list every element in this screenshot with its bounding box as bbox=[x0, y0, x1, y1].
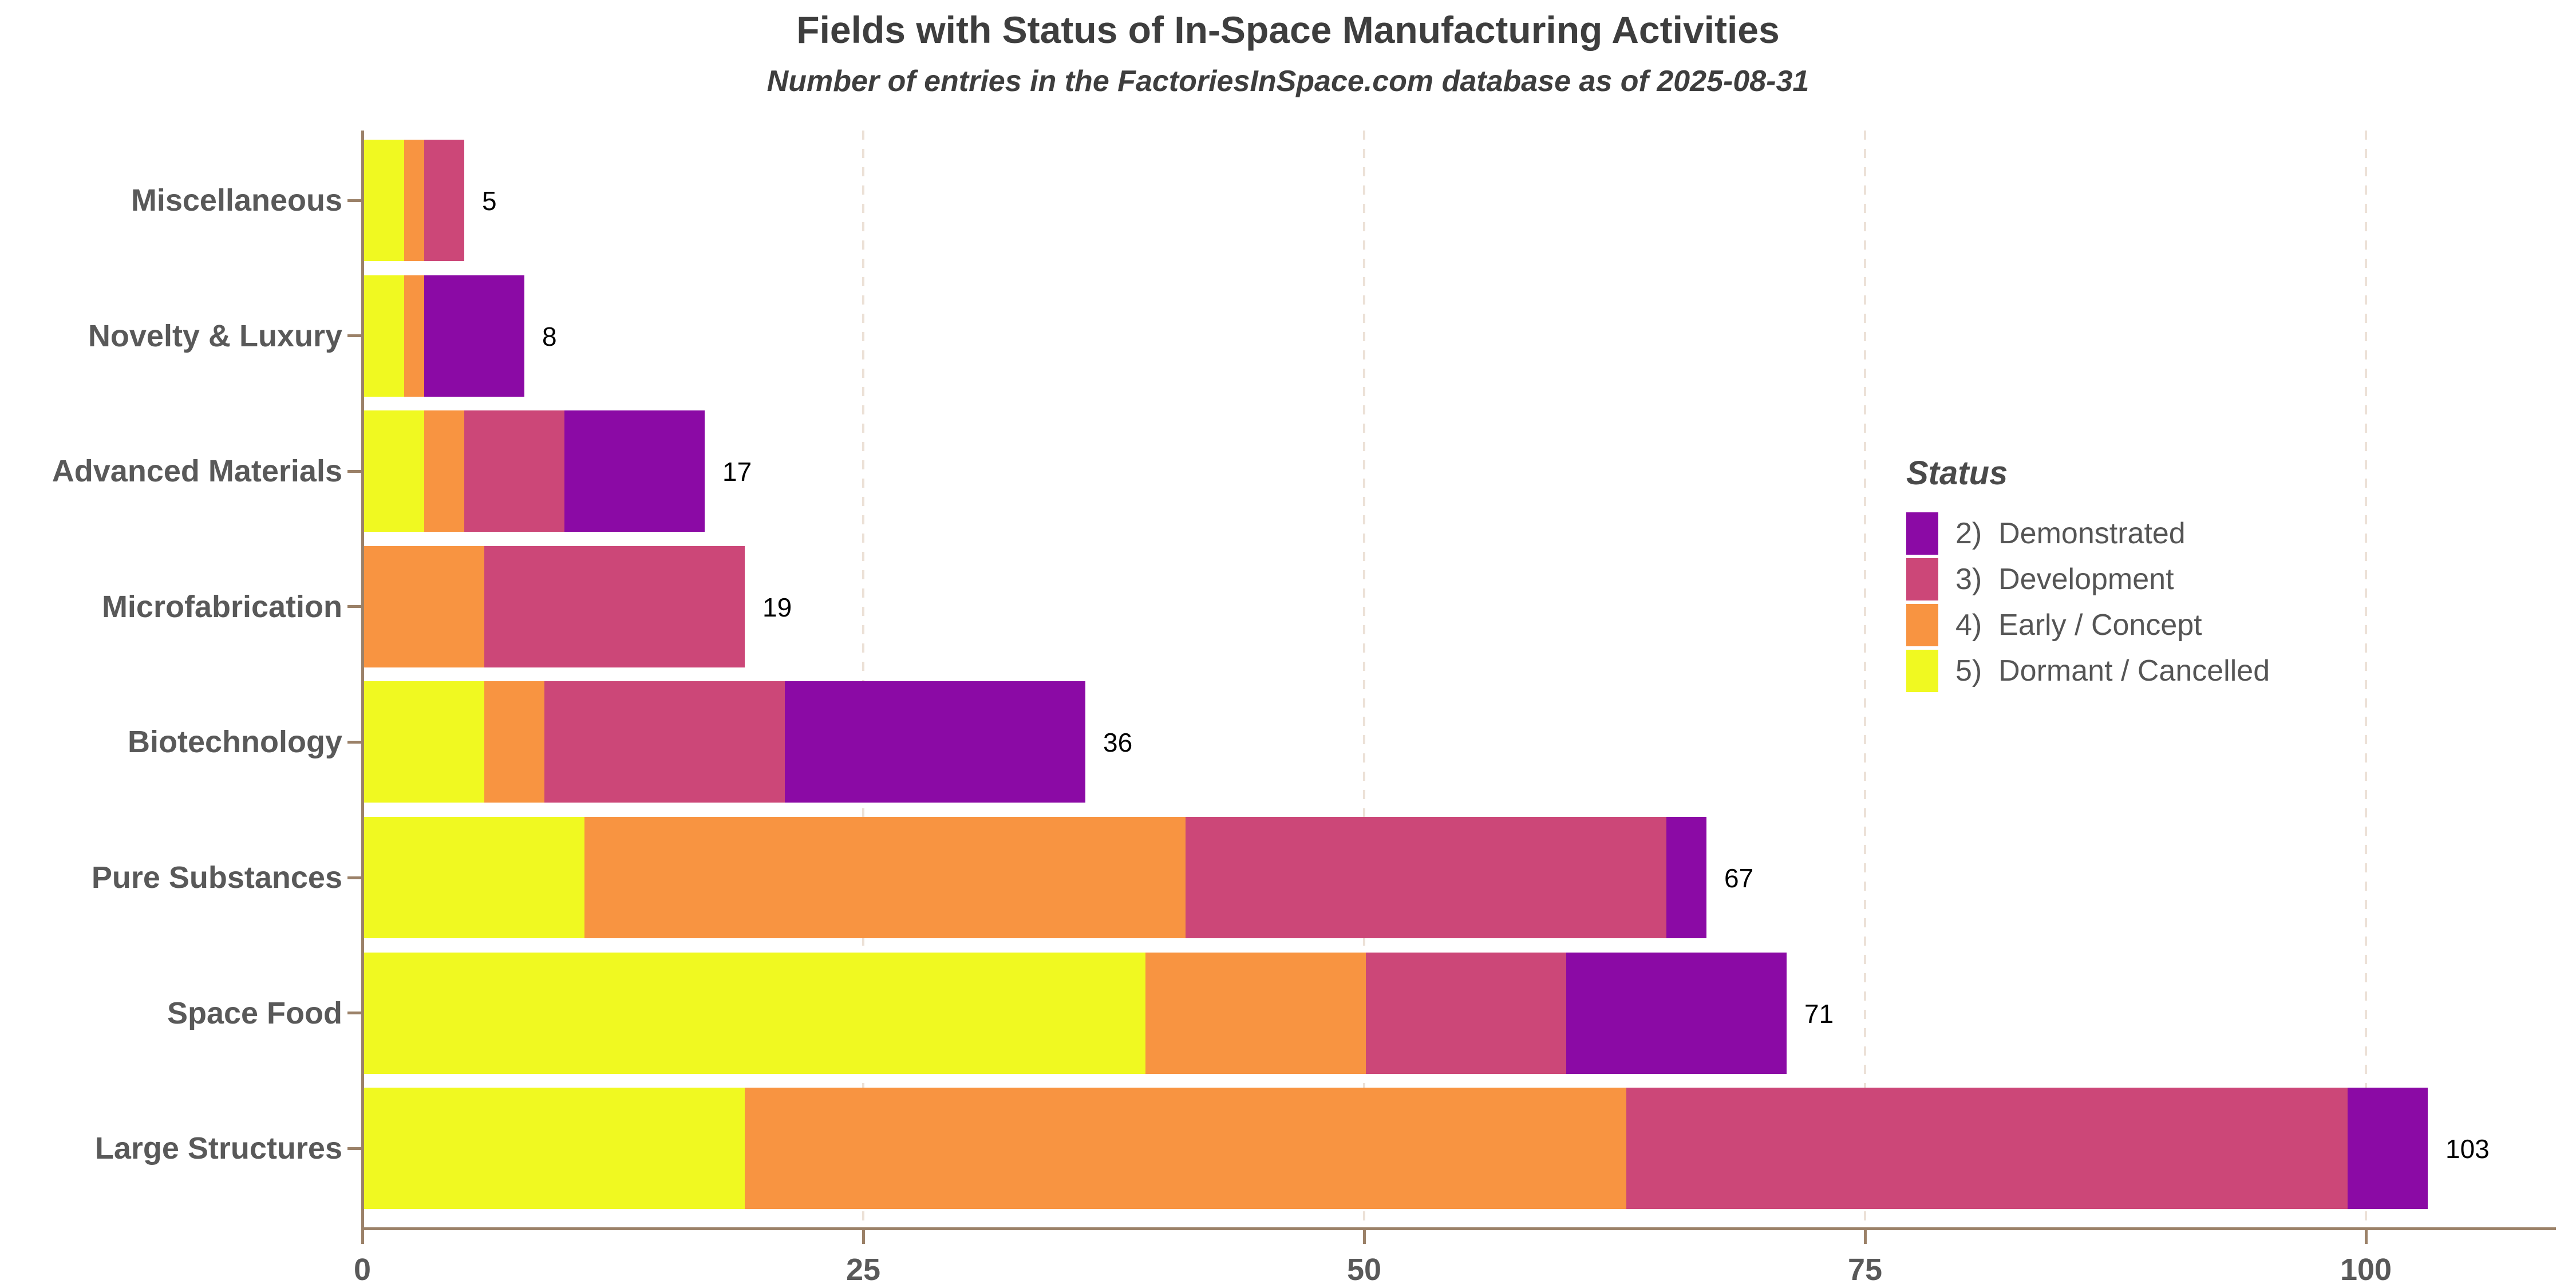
bar-segment bbox=[1626, 1088, 2348, 1210]
bar-row bbox=[364, 410, 705, 532]
legend-swatch bbox=[1906, 604, 1938, 646]
bar-segment bbox=[1145, 952, 1366, 1074]
category-label: Pure Substances bbox=[91, 860, 342, 895]
bar-segment bbox=[364, 952, 1145, 1074]
y-tick bbox=[347, 605, 361, 609]
legend-entry: 3) Development bbox=[1906, 556, 2270, 602]
bar-segment bbox=[544, 681, 785, 803]
gridline bbox=[2365, 131, 2367, 1227]
bar-segment bbox=[364, 140, 404, 261]
bar-segment bbox=[464, 410, 564, 532]
bar-segment bbox=[364, 681, 484, 803]
legend-entry: 2) Demonstrated bbox=[1906, 511, 2270, 556]
gridline bbox=[862, 131, 864, 1227]
legend-entry: 4) Early / Concept bbox=[1906, 602, 2270, 648]
y-axis-line bbox=[361, 131, 364, 1230]
y-tick bbox=[347, 1147, 361, 1150]
bar-segment bbox=[364, 1088, 745, 1210]
bar-segment bbox=[484, 546, 745, 667]
x-axis-line bbox=[361, 1227, 2556, 1230]
y-tick bbox=[347, 876, 361, 879]
bar-segment bbox=[364, 546, 484, 667]
chart-subtitle: Number of entries in the FactoriesInSpac… bbox=[767, 65, 1809, 98]
x-tick-label: 100 bbox=[2340, 1253, 2392, 1287]
category-label: Miscellaneous bbox=[131, 183, 342, 218]
x-tick bbox=[1863, 1230, 1867, 1244]
bar-segment bbox=[404, 140, 424, 261]
bar-segment bbox=[364, 817, 584, 938]
category-label: Advanced Materials bbox=[52, 454, 342, 489]
value-label: 17 bbox=[722, 457, 752, 487]
category-label: Novelty & Luxury bbox=[88, 318, 342, 353]
bar-row bbox=[364, 140, 464, 261]
x-tick-label: 0 bbox=[353, 1253, 372, 1287]
legend-title: Status bbox=[1906, 455, 2008, 492]
bar-row bbox=[364, 817, 1706, 938]
legend-label: 2) Demonstrated bbox=[1955, 517, 2186, 550]
value-label: 5 bbox=[482, 186, 497, 216]
bar-segment bbox=[404, 275, 424, 397]
legend-swatch bbox=[1906, 558, 1938, 600]
category-label: Space Food bbox=[167, 995, 342, 1030]
value-label: 71 bbox=[1804, 998, 1834, 1029]
chart-title: Fields with Status of In-Space Manufactu… bbox=[796, 9, 1780, 51]
category-label: Microfabrication bbox=[101, 589, 342, 624]
value-label: 36 bbox=[1103, 728, 1133, 758]
legend-label: 3) Development bbox=[1955, 563, 2174, 596]
legend-swatch bbox=[1906, 512, 1938, 555]
legend-swatch bbox=[1906, 650, 1938, 692]
value-label: 8 bbox=[542, 321, 557, 351]
bar-segment bbox=[424, 410, 464, 532]
x-tick-label: 75 bbox=[1847, 1253, 1883, 1287]
x-tick bbox=[361, 1230, 364, 1244]
bar-row bbox=[364, 681, 1085, 803]
legend-entries: 2) Demonstrated 3) Development 4) Early / … bbox=[1906, 511, 2270, 694]
bar-row bbox=[364, 546, 745, 667]
x-tick-label: 25 bbox=[846, 1253, 881, 1287]
bar-segment bbox=[1366, 952, 1566, 1074]
bar-segment bbox=[1666, 817, 1706, 938]
bar-segment bbox=[484, 681, 544, 803]
y-tick bbox=[347, 334, 361, 338]
bar-row bbox=[364, 952, 1787, 1074]
bar-segment bbox=[424, 140, 464, 261]
y-tick bbox=[347, 199, 361, 202]
legend-label: 4) Early / Concept bbox=[1955, 609, 2202, 642]
bar-segment bbox=[584, 817, 1186, 938]
category-label: Large Structures bbox=[94, 1131, 342, 1166]
value-label: 103 bbox=[2445, 1134, 2490, 1164]
y-tick bbox=[347, 1012, 361, 1015]
category-label: Biotechnology bbox=[128, 725, 342, 760]
bar-segment bbox=[364, 410, 424, 532]
bar-row bbox=[364, 275, 524, 397]
bar-segment bbox=[364, 275, 404, 397]
bar-segment bbox=[424, 275, 524, 397]
value-label: 67 bbox=[1724, 863, 1754, 893]
y-tick bbox=[347, 469, 361, 473]
bar-segment bbox=[1566, 952, 1787, 1074]
x-tick bbox=[1362, 1230, 1366, 1244]
gridline bbox=[1864, 131, 1866, 1227]
bar-segment bbox=[2348, 1088, 2428, 1210]
legend: Status 2) Demonstrated 3) Development 4) E… bbox=[1906, 454, 2270, 694]
bar-segment bbox=[1186, 817, 1666, 938]
legend-label: 5) Dormant / Cancelled bbox=[1955, 654, 2270, 688]
legend-entry: 5) Dormant / Cancelled bbox=[1906, 648, 2270, 694]
x-tick bbox=[2364, 1230, 2368, 1244]
x-tick-label: 50 bbox=[1346, 1253, 1382, 1287]
y-tick bbox=[347, 740, 361, 744]
bar-segment bbox=[745, 1088, 1626, 1210]
bar-row bbox=[364, 1088, 2428, 1210]
bar-segment bbox=[785, 681, 1085, 803]
value-label: 19 bbox=[762, 592, 792, 622]
x-tick bbox=[862, 1230, 865, 1244]
bar-segment bbox=[564, 410, 705, 532]
gridline bbox=[1363, 131, 1365, 1227]
